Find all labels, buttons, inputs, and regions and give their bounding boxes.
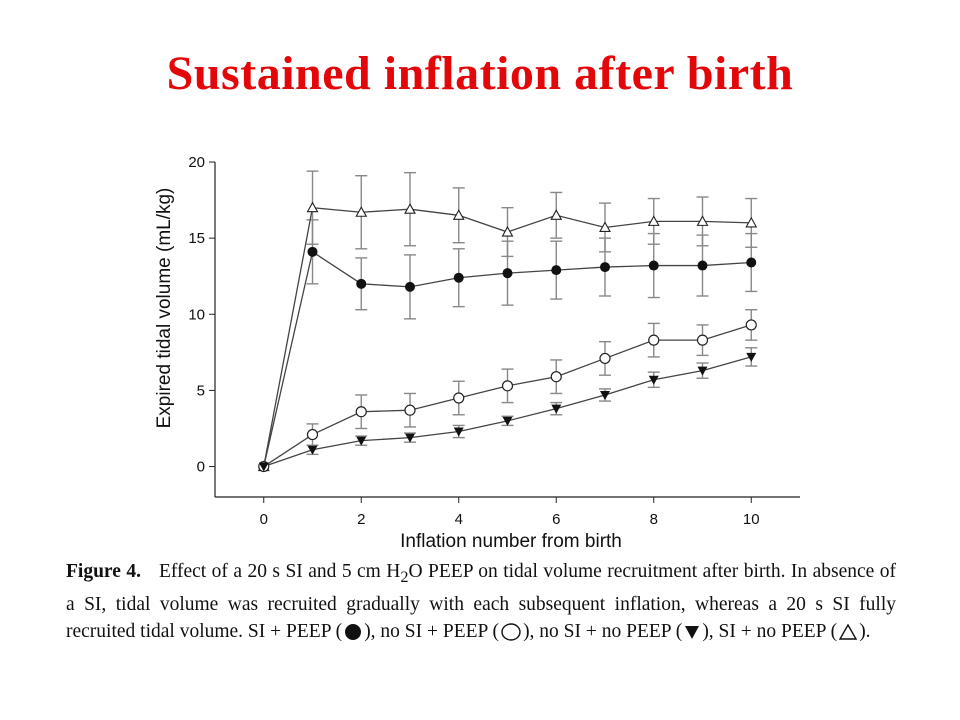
- data-point-open-triangle: [696, 215, 709, 226]
- data-point-filled-triangle: [697, 366, 708, 376]
- y-tick-label: 10: [188, 306, 205, 323]
- y-tick-label: 20: [188, 154, 205, 171]
- y-tick-label: 5: [197, 382, 205, 399]
- caption-text-4: ), no SI + no PEEP (: [523, 620, 683, 642]
- data-point-open-circle: [501, 380, 514, 392]
- caption-text-1: Effect of a 20 s SI and 5 cm H: [158, 561, 401, 582]
- data-point-filled-triangle: [453, 427, 464, 437]
- data-point-filled-triangle: [600, 390, 610, 400]
- data-point-open-circle: [745, 319, 757, 331]
- data-point-filled-triangle: [648, 375, 659, 385]
- data-point-filled-triangle: [746, 352, 757, 362]
- data-point-filled-circle: [356, 278, 367, 289]
- data-point-filled-circle: [405, 281, 415, 292]
- data-point-filled-triangle: [502, 416, 513, 426]
- data-point-open-circle: [355, 406, 367, 418]
- x-tick-label: 8: [650, 511, 658, 528]
- data-point-open-triangle: [355, 206, 368, 217]
- filled-down-triangle-icon: [685, 626, 700, 640]
- data-point-open-circle: [696, 334, 709, 346]
- data-point-filled-circle: [600, 262, 610, 273]
- data-point-open-triangle: [452, 209, 465, 220]
- figure-caption: Figure 4. Effect of a 20 s SI and 5 cm H2…: [66, 558, 896, 645]
- x-tick-label: 10: [743, 511, 760, 528]
- data-point-filled-triangle: [551, 404, 562, 414]
- data-point-open-triangle: [404, 203, 416, 214]
- data-markers: [257, 201, 758, 473]
- data-point-open-circle: [453, 392, 465, 404]
- data-point-open-circle: [306, 428, 319, 441]
- open-circle-icon: [501, 623, 521, 642]
- x-tick-label: 2: [357, 511, 365, 528]
- data-point-filled-triangle: [405, 433, 415, 443]
- data-point-filled-triangle: [307, 445, 318, 455]
- y-tick-label: 15: [188, 230, 205, 247]
- y-tick-label: 0: [197, 459, 205, 476]
- data-point-filled-circle: [307, 246, 318, 257]
- x-tick-label: 0: [260, 511, 268, 528]
- data-point-filled-circle: [648, 260, 659, 271]
- caption-subscript: 2: [400, 567, 409, 586]
- x-axis-label: Inflation number from birth: [400, 531, 622, 552]
- data-point-open-circle: [599, 352, 611, 365]
- caption-label: Figure 4.: [66, 561, 141, 582]
- data-point-open-triangle: [306, 201, 319, 213]
- data-point-open-triangle: [599, 221, 611, 233]
- data-point-filled-circle: [551, 265, 562, 276]
- filled-circle-icon: [345, 624, 362, 641]
- data-point-open-circle: [404, 404, 416, 416]
- axes: 0 2 4 6 8 10 0 5 10 15 20: [188, 154, 800, 528]
- data-point-open-triangle: [550, 209, 563, 220]
- data-point-filled-circle: [502, 268, 513, 279]
- data-point-open-triangle: [647, 215, 660, 226]
- data-point-open-circle: [648, 334, 660, 346]
- tidal-volume-chart: 0 2 4 6 8 10 0 5 10 15 20 Inflation number from bi…: [154, 154, 800, 552]
- y-axis-label: Expired tidal volume (mL/kg): [154, 188, 175, 429]
- data-point-filled-triangle: [258, 462, 269, 472]
- data-point-filled-circle: [697, 260, 708, 271]
- open-up-triangle-icon: [839, 624, 858, 641]
- caption-text-5: ), SI + no PEEP (: [702, 620, 838, 642]
- x-tick-label: 4: [455, 511, 463, 528]
- data-point-filled-triangle: [356, 436, 367, 446]
- slide-title: Sustained inflation after birth: [166, 47, 794, 100]
- caption-text-3: ), no SI + PEEP (: [364, 620, 500, 642]
- x-tick-label: 6: [552, 511, 560, 528]
- data-point-filled-circle: [746, 257, 757, 268]
- data-point-open-circle: [550, 371, 562, 383]
- data-point-open-triangle: [501, 225, 514, 237]
- data-point-filled-circle: [453, 272, 464, 283]
- data-point-open-triangle: [745, 216, 758, 228]
- caption-text-6: ).: [859, 620, 871, 642]
- caption-text-2: O PEEP on tidal volume recruitment after…: [66, 561, 896, 642]
